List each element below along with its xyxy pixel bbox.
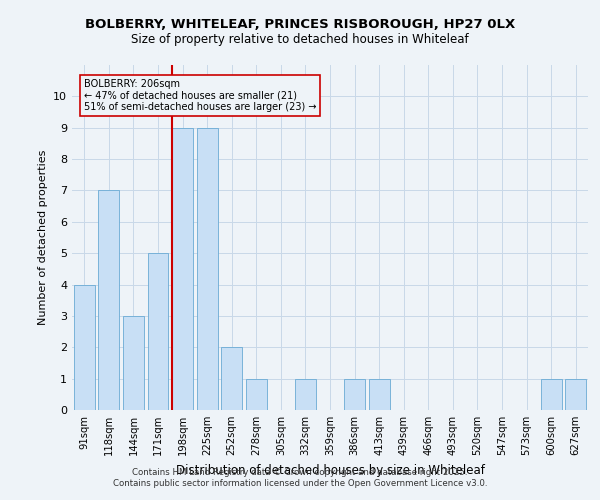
Bar bbox=[98, 190, 119, 410]
Y-axis label: Number of detached properties: Number of detached properties bbox=[38, 150, 47, 325]
X-axis label: Distribution of detached houses by size in Whiteleaf: Distribution of detached houses by size … bbox=[176, 464, 484, 476]
Text: BOLBERRY: 206sqm
← 47% of detached houses are smaller (21)
51% of semi-detached : BOLBERRY: 206sqm ← 47% of detached house… bbox=[83, 79, 316, 112]
Bar bbox=[246, 378, 267, 410]
Bar bbox=[344, 378, 365, 410]
Bar bbox=[295, 378, 316, 410]
Bar bbox=[172, 128, 193, 410]
Text: Contains HM Land Registry data © Crown copyright and database right 2025.
Contai: Contains HM Land Registry data © Crown c… bbox=[113, 468, 487, 487]
Bar bbox=[368, 378, 389, 410]
Text: Size of property relative to detached houses in Whiteleaf: Size of property relative to detached ho… bbox=[131, 32, 469, 46]
Text: BOLBERRY, WHITELEAF, PRINCES RISBOROUGH, HP27 0LX: BOLBERRY, WHITELEAF, PRINCES RISBOROUGH,… bbox=[85, 18, 515, 30]
Bar bbox=[148, 253, 169, 410]
Bar bbox=[123, 316, 144, 410]
Bar bbox=[541, 378, 562, 410]
Bar bbox=[74, 284, 95, 410]
Bar bbox=[221, 348, 242, 410]
Bar bbox=[197, 128, 218, 410]
Bar bbox=[565, 378, 586, 410]
